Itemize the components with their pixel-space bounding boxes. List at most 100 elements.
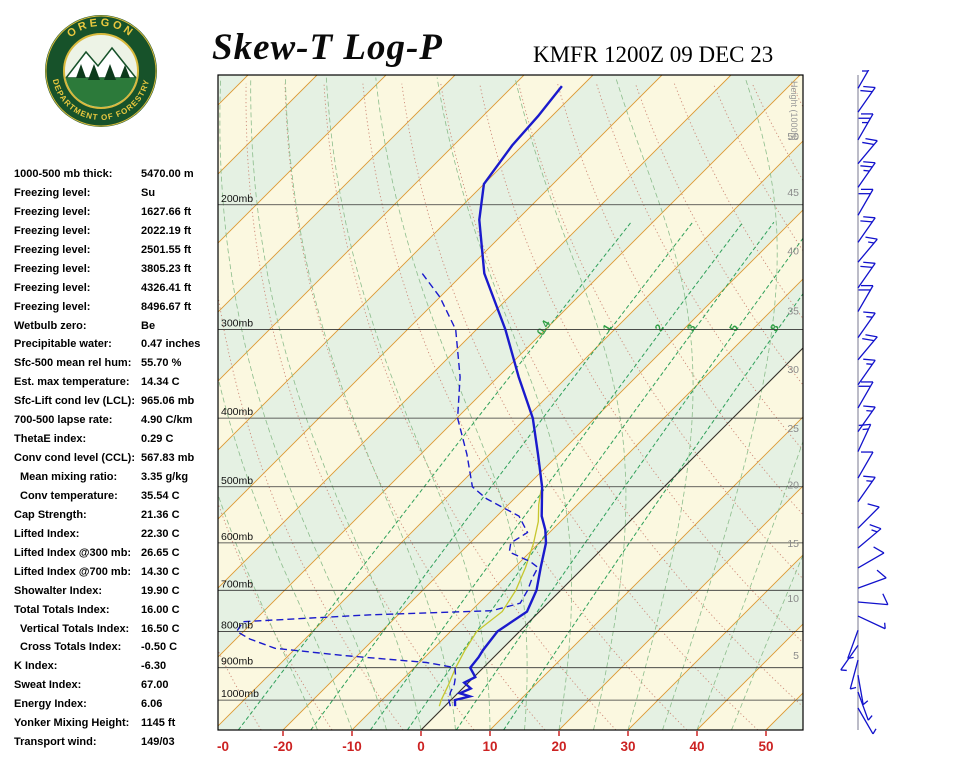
stat-value: 4.90 C/km <box>141 414 193 427</box>
height-tick-label: 40 <box>787 245 799 257</box>
stat-value: 16.50 C <box>141 622 180 635</box>
temperature-line <box>453 85 563 707</box>
stat-value: 0.29 C <box>141 433 174 446</box>
stat-row: Freezing level: 2501.55 ft <box>12 242 217 261</box>
stat-label: Total Totals Index: <box>14 603 110 616</box>
pressure-label: 700mb <box>221 578 253 590</box>
wind-barb <box>857 405 876 433</box>
station-datetime-label: KMFR 1200Z 09 DEC 23 <box>533 42 774 67</box>
stat-row: Precipitable water: 0.47 inches <box>12 336 217 355</box>
pressure-label: 200mb <box>221 193 253 205</box>
stat-label: Est. max temperature: <box>14 376 130 389</box>
pressure-gridlines <box>218 204 803 701</box>
stat-value: 67.00 <box>141 679 169 692</box>
stat-label: Precipitable water: <box>14 338 112 351</box>
stat-label: Sfc-500 mean rel hum: <box>14 357 132 370</box>
stat-label: Mean mixing ratio: <box>20 471 118 483</box>
temperature-tick-label: -0 <box>217 739 229 754</box>
stat-value: 8496.67 ft <box>141 300 192 313</box>
dry-adiabats <box>218 83 803 730</box>
stat-row: K Index: -6.30 <box>12 658 217 677</box>
mixing-ratio-label: 1 <box>601 322 614 333</box>
wind-barb <box>857 503 880 529</box>
mixing-ratio-label: 8 <box>768 322 781 333</box>
stat-value: 1145 ft <box>141 717 176 730</box>
pressure-label: 600mb <box>221 531 253 543</box>
wind-barb <box>857 691 873 721</box>
stat-row: 700-500 lapse rate: 4.90 C/km <box>12 412 217 431</box>
stat-row: ThetaE index: 0.29 C <box>12 431 217 450</box>
stat-value: 55.70 % <box>141 357 182 370</box>
stat-value: 567.83 mb <box>141 452 195 465</box>
stat-value: 1627.66 ft <box>141 205 192 218</box>
temperature-tick-label: -20 <box>273 739 293 754</box>
stat-value: 0.47 inches <box>141 338 201 351</box>
wind-barb <box>857 358 876 386</box>
stat-label: 1000-500 mb thick: <box>14 168 113 180</box>
pressure-label: 300mb <box>221 318 253 330</box>
stat-row: Freezing level: 4326.41 ft <box>12 280 217 299</box>
stat-row: Est. max temperature: 14.34 C <box>12 374 217 393</box>
wind-barb <box>857 311 876 339</box>
stat-row: Freezing level: Su <box>12 185 217 204</box>
stat-value: Su <box>141 186 156 199</box>
temperature-tick-label: 40 <box>689 739 704 754</box>
stat-value: 16.00 C <box>141 603 180 616</box>
height-tick-label: 5 <box>793 650 799 662</box>
stat-row: Transport wind: 149/03 <box>12 734 217 753</box>
wind-barb <box>857 236 878 263</box>
wind-barb <box>857 188 874 216</box>
stat-label: Freezing level: <box>14 243 91 256</box>
height-tick-label: 20 <box>787 479 799 491</box>
wind-barb <box>849 659 859 690</box>
stat-row: Sweat Index: 67.00 <box>12 677 217 696</box>
stat-value: -0.50 C <box>141 641 178 654</box>
stat-label: ThetaE index: <box>14 433 87 446</box>
height-axis: 50 45 40 35 30 25 20 15 10 5 <box>787 131 799 662</box>
stat-label: Freezing level: <box>14 186 91 199</box>
parcel-line <box>438 489 542 707</box>
chart-border <box>217 74 804 731</box>
stat-label: Transport wind: <box>14 736 97 749</box>
stat-label: Energy Index: <box>14 698 87 711</box>
wind-barb <box>857 593 889 606</box>
stat-value: 3.35 g/kg <box>141 471 189 483</box>
stat-row: Freezing level: 8496.67 ft <box>12 299 217 318</box>
wind-barb <box>857 451 874 479</box>
height-tick-label: 45 <box>787 187 799 199</box>
stat-row: Freezing level: 2022.19 ft <box>12 223 217 242</box>
stat-row: Cap Strength: 21.36 C <box>12 507 217 526</box>
wind-barb <box>847 630 859 660</box>
stat-label: Vertical Totals Index: <box>20 622 130 635</box>
pressure-label: 400mb <box>221 406 253 418</box>
stat-label: K Index: <box>14 660 58 673</box>
wind-barb <box>857 381 874 409</box>
stat-value: 2501.55 ft <box>141 243 192 256</box>
odf-logo: OREGON DEPARTMENT OF FORESTRY <box>45 15 157 127</box>
stat-row: Cross Totals Index: -0.50 C <box>12 639 217 658</box>
mixing-ratio-label: 5 <box>727 322 740 333</box>
stat-row: Lifted Index @300 mb: 26.65 C <box>12 545 217 564</box>
temperature-tick-label: 20 <box>551 739 566 754</box>
stat-row: Sfc-Lift cond lev (LCL): 965.06 mb <box>12 393 217 412</box>
stat-label: Lifted Index: <box>14 527 80 540</box>
wind-barb <box>857 523 882 549</box>
stat-value: 14.34 C <box>141 376 180 389</box>
stat-value: 21.36 C <box>141 508 180 521</box>
stat-row: Freezing level: 1627.66 ft <box>12 204 217 223</box>
temperature-tick-label: 50 <box>758 739 773 754</box>
temperature-tick-label: 30 <box>620 739 635 754</box>
stat-label: Showalter Index: <box>14 584 103 597</box>
height-axis-title: Height (1000ft) <box>789 81 799 141</box>
height-tick-label: 10 <box>787 593 799 605</box>
wind-barb <box>857 284 874 312</box>
pressure-label: 800mb <box>221 619 253 631</box>
wind-barb-column <box>840 70 889 735</box>
stat-value: -6.30 <box>141 660 167 673</box>
tree-icon <box>76 64 86 78</box>
stat-value: Be <box>141 319 156 332</box>
stat-label: Conv cond level (CCL): <box>14 452 136 465</box>
stat-label: Lifted Index @700 mb: <box>14 565 132 578</box>
wind-barb <box>857 216 876 243</box>
stat-row: Sfc-500 mean rel hum: 55.70 % <box>12 355 217 374</box>
